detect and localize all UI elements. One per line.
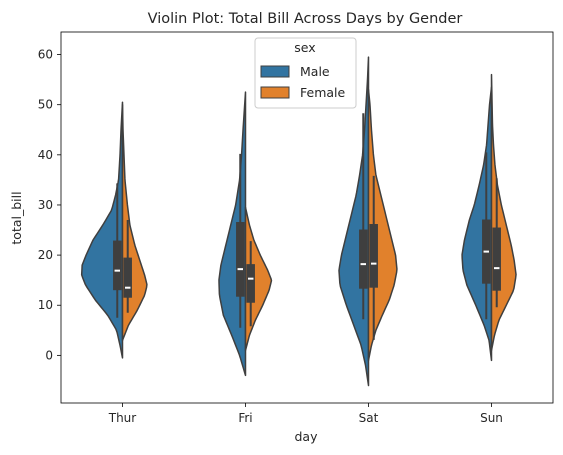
iqr-box-female-sun [492,227,501,291]
legend-swatch-female [260,86,290,99]
y-axis-label: total_bill [9,191,24,244]
y-tick-label-60: 60 [38,48,53,62]
y-tick-label-30: 30 [38,198,53,212]
plot-area [80,56,517,387]
x-tick-label-fri: Fri [238,411,252,425]
legend-swatch-male [260,65,290,78]
iqr-box-male-thur [113,240,122,291]
legend-label-male: Male [300,64,330,79]
violin-male-sun [461,86,493,362]
legend-title: sex [294,40,315,55]
iqr-box-female-thur [123,257,132,298]
y-tick-label-40: 40 [38,148,53,162]
y-tick-label-10: 10 [38,298,53,312]
x-tick-label-sat: Sat [359,411,379,425]
legend-label-female: Female [300,85,346,100]
violin-male-thur [80,101,124,359]
violin-female-sat [367,88,398,362]
chart-title: Violin Plot: Total Bill Across Days by G… [148,11,463,27]
y-tick-label-0: 0 [45,348,53,362]
violin-male-sat [338,56,370,387]
violin-male-fri [218,91,247,377]
x-axis: Thur Fri Sat Sun [108,403,503,425]
iqr-box-male-sat [359,229,368,289]
y-axis: 0 10 20 30 40 50 60 [38,48,61,362]
iqr-box-male-fri [236,222,245,297]
iqr-box-female-fri [246,264,255,303]
x-axis-label: day [295,429,319,444]
legend: sex Male Female [254,37,357,109]
x-tick-label-thur: Thur [108,411,137,425]
y-tick-label-20: 20 [38,248,53,262]
y-tick-label-50: 50 [38,98,53,112]
iqr-box-female-sat [369,224,378,288]
x-tick-label-sun: Sun [480,411,503,425]
violin-female-fri [244,206,273,352]
plot-frame [60,31,554,404]
